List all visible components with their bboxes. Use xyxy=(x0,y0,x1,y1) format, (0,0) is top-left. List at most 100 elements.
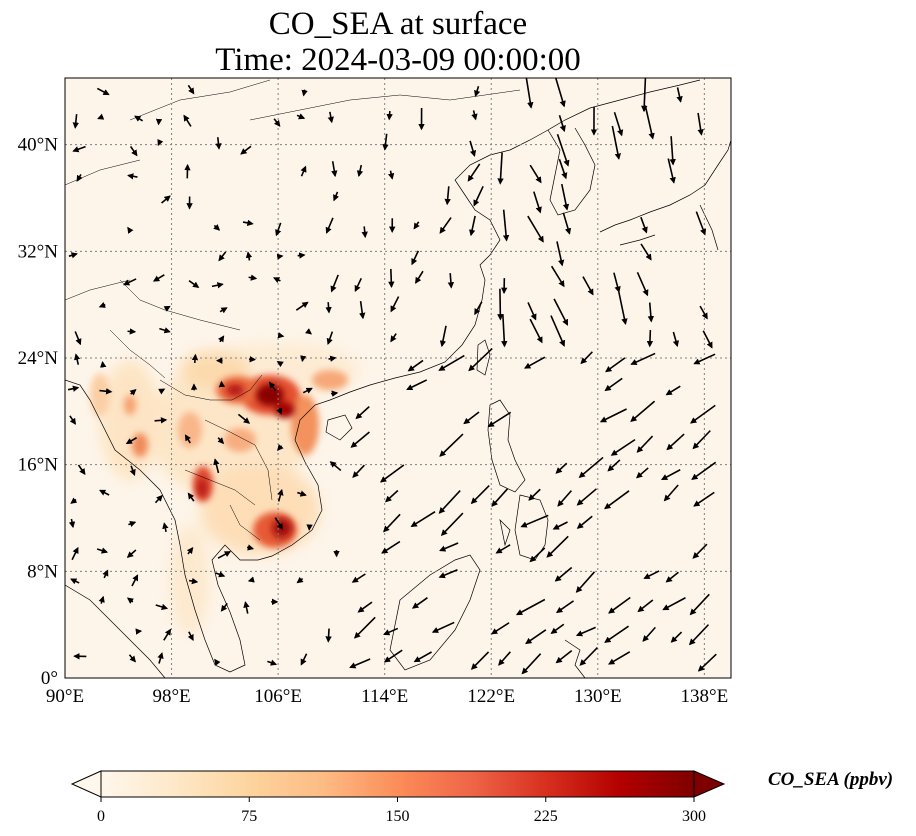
sumatra-coastline xyxy=(65,584,166,678)
wind-arrow xyxy=(550,315,566,347)
wind-arrow xyxy=(386,110,393,121)
wind-arrow xyxy=(470,651,490,670)
wind-arrow xyxy=(301,89,308,97)
wind-arrow xyxy=(691,461,717,480)
wind-arrow xyxy=(390,333,397,343)
wind-arrow xyxy=(246,544,255,551)
wind-arrow xyxy=(640,243,652,261)
wind-arrow xyxy=(213,224,221,231)
wind-arrow xyxy=(439,542,459,552)
wind-arrow xyxy=(579,646,598,666)
title-variable: CO_SEA at surface xyxy=(268,6,528,42)
wind-arrow xyxy=(498,651,511,666)
wind-arrow xyxy=(331,390,339,397)
wind-arrow xyxy=(68,518,76,529)
wind-arrow xyxy=(556,134,570,167)
wind-arrow xyxy=(297,490,307,497)
wind-arrow xyxy=(379,464,405,483)
wind-arrow xyxy=(74,331,82,346)
wind-arrow xyxy=(159,327,171,334)
wind-arrow xyxy=(533,191,542,214)
wind-arrow xyxy=(72,114,79,129)
wind-arrow xyxy=(644,105,655,140)
wind-arrow xyxy=(667,158,676,184)
wind-arrow xyxy=(72,145,86,153)
wind-arrow xyxy=(327,111,334,124)
wind-arrow xyxy=(440,512,464,536)
colorbar-extend-min xyxy=(70,770,102,798)
wind-arrow xyxy=(102,569,109,579)
wind-arrow xyxy=(163,628,172,641)
colorbar-extend-max xyxy=(693,770,726,798)
wind-arrow xyxy=(415,270,424,284)
lon-tick-label: 130°E xyxy=(574,686,622,707)
wind-arrow xyxy=(129,389,137,396)
wind-arrow xyxy=(411,250,420,266)
lat-tick-label: 32°N xyxy=(18,241,59,262)
wind-arrow xyxy=(383,513,401,533)
lon-tick-label: 98°E xyxy=(152,686,190,707)
wind-arrow xyxy=(556,600,574,614)
wind-arrow xyxy=(555,462,568,474)
wind-arrow xyxy=(669,136,676,166)
lon-tick-label: 90°E xyxy=(46,686,84,707)
wind-arrow xyxy=(128,520,137,528)
wind-arrow xyxy=(127,328,137,335)
wind-arrow xyxy=(553,298,569,326)
lat-tick-label: 24°N xyxy=(18,348,59,369)
wind-arrow xyxy=(70,578,80,585)
wind-arrow xyxy=(662,597,686,611)
wind-arrow xyxy=(126,597,134,604)
mainland-coastline xyxy=(65,79,701,673)
wind-arrow xyxy=(71,546,79,561)
wind-arrow xyxy=(613,112,624,137)
coastlines xyxy=(65,79,731,678)
wind-arrow xyxy=(187,492,195,502)
wind-arrow xyxy=(439,433,464,457)
wind-arrow xyxy=(558,114,566,133)
wind-arrow xyxy=(100,360,107,368)
wind-arrow xyxy=(157,138,164,147)
wind-arrow xyxy=(410,511,436,527)
wind-arrow xyxy=(546,535,569,558)
wind-arrow xyxy=(439,325,447,348)
wind-arrow xyxy=(361,226,368,239)
wind-arrow xyxy=(527,215,544,243)
lon-tick-label: 114°E xyxy=(361,686,408,707)
wind-arrow xyxy=(413,651,432,663)
wind-arrow xyxy=(305,328,313,335)
wind-arrow xyxy=(558,158,568,180)
wind-arrow xyxy=(643,570,660,579)
colorbar-tick-label: 300 xyxy=(682,808,706,825)
wind-arrow xyxy=(302,387,313,394)
wind-arrow xyxy=(325,628,332,643)
wind-arrow xyxy=(560,183,570,211)
wind-arrow xyxy=(406,379,428,391)
wind-arrow xyxy=(325,302,332,314)
wind-arrow xyxy=(699,305,708,320)
wind-arrow xyxy=(273,277,281,284)
wind-arrow xyxy=(618,291,628,326)
wind-arrow xyxy=(243,601,250,614)
wind-arrow xyxy=(125,437,137,445)
wind-arrow xyxy=(550,265,565,288)
wind-arrow xyxy=(660,469,681,481)
wind-arrow xyxy=(515,598,546,616)
wind-arrow xyxy=(277,444,284,451)
wind-arrow xyxy=(273,118,281,127)
wind-arrow xyxy=(642,626,656,642)
wind-arrow xyxy=(385,489,399,503)
wind-arrow xyxy=(641,78,648,113)
wind-arrow xyxy=(672,331,679,348)
wind-arrow xyxy=(325,217,334,234)
wind-arrow xyxy=(329,461,342,472)
wind-arrow xyxy=(604,625,630,643)
wind-arrow xyxy=(217,437,225,445)
colorbar-tick-label: 0 xyxy=(97,808,105,825)
wind-arrow xyxy=(613,272,621,293)
wind-arrow xyxy=(123,278,137,286)
wind-arrow xyxy=(98,301,106,308)
wind-arrow xyxy=(240,145,252,155)
wind-arrow xyxy=(557,490,573,507)
